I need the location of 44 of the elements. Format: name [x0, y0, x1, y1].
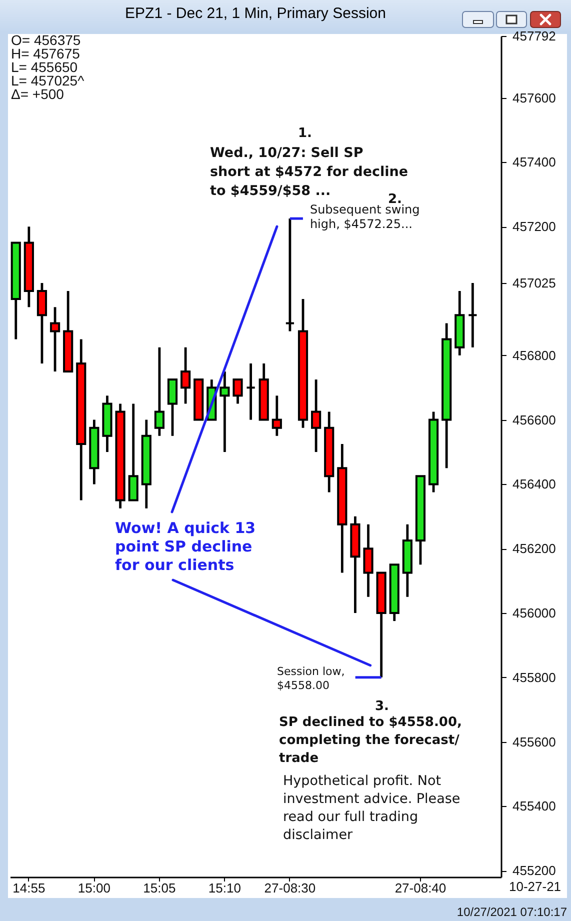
annotation: O= 456375: [11, 32, 81, 48]
annotation: L= 457025^: [11, 72, 85, 88]
annotation: Δ= +500: [11, 86, 64, 102]
y-tick-label: 456600: [512, 412, 556, 428]
candlestick: [220, 370, 230, 454]
y-tick-label: 457600: [512, 90, 556, 106]
y-tick-label: 456400: [512, 476, 556, 492]
annotation: Hypothetical profit. Not investment advice. Please read our full trading disclaimer: [283, 773, 460, 843]
text: 10-27-21: [508, 879, 562, 894]
candlestick: [311, 378, 322, 454]
y-tick-label: 457200: [512, 219, 556, 234]
y-tick-label: 457792: [512, 28, 556, 44]
candlestick: [246, 362, 256, 421]
candlestick: [272, 394, 282, 438]
y-tick-label: 456000: [512, 605, 556, 620]
x-tick-label: 15:00: [78, 880, 110, 896]
annotation: 3.: [375, 699, 389, 714]
y-tick-label: 457025: [512, 275, 556, 290]
y-tick-label: 456800: [512, 348, 556, 363]
candlestick: [284, 217, 295, 332]
annotation: Session low, $4558.00: [277, 665, 345, 692]
y-tick-label: 457400: [512, 154, 556, 170]
y-tick-label: 455400: [512, 798, 556, 814]
candlestick: [50, 306, 60, 373]
y-tick-label: 456200: [512, 541, 556, 556]
x-tick-label: 14:55: [12, 880, 46, 896]
annotation: SP declined to $4558.00, completing the forecast/ trade: [279, 715, 462, 766]
annotation: L= 455650: [11, 59, 78, 75]
annotation: 1.: [298, 126, 312, 141]
chart-title: EPZ1 - Dec 21, 1 Min, Primary Session: [125, 5, 386, 22]
candlestick: [232, 378, 243, 405]
x-tick-label: 15:10: [208, 880, 241, 896]
x-tick-label: 27-08:40: [394, 880, 446, 896]
y-tick-label: 455800: [512, 670, 556, 685]
candlestick: [154, 346, 164, 438]
text: 10/27/2021 07:10:17: [456, 905, 568, 919]
y-tick-label: 455600: [512, 734, 556, 750]
candlestick: [180, 346, 191, 405]
candlestick: [468, 282, 478, 349]
y-tick-label: 455200: [512, 863, 556, 878]
x-tick-label: 15:05: [143, 880, 176, 896]
annotation: Wow! A quick 13 point SP decline for our clients: [115, 519, 256, 574]
annotation: H= 457675: [11, 46, 80, 62]
x-tick-label: 27-08:30: [264, 880, 316, 896]
